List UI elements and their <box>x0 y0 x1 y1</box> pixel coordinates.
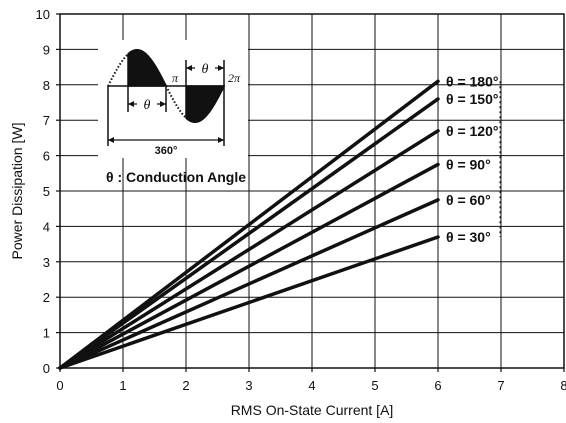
theta-bg <box>195 60 215 76</box>
theta-arrow-head <box>160 101 166 107</box>
series-line <box>58 198 440 370</box>
theta-label: θ <box>144 98 151 113</box>
series-label: θ = 30° <box>446 229 491 245</box>
y-tick-label: 9 <box>43 42 50 57</box>
x-tick-label: 3 <box>245 378 252 393</box>
series-line <box>58 79 440 370</box>
x-tick-label: 2 <box>182 378 189 393</box>
waveform-outline <box>127 48 167 87</box>
series-line <box>58 162 440 370</box>
x-tick-label: 0 <box>56 378 63 393</box>
x-axis-label: RMS On-State Current [A] <box>231 402 394 418</box>
y-tick-label: 7 <box>43 113 50 128</box>
theta-arrow-head <box>128 101 134 107</box>
x-tick-label: 8 <box>560 378 566 393</box>
series-line <box>58 97 440 370</box>
theta-arrow-head <box>218 65 224 71</box>
period-arrow-head <box>218 137 224 143</box>
waveform-inset: θ θ π 2π 360° <box>98 40 248 158</box>
waveform-dotted <box>165 85 187 119</box>
y-tick-label: 3 <box>43 255 50 270</box>
series-lines <box>58 79 440 370</box>
grid <box>60 14 564 368</box>
tick-labels: 0 1 2 3 4 5 6 7 8 0 1 2 3 4 5 6 7 8 9 10 <box>36 7 566 393</box>
y-tick-label: 0 <box>43 361 50 376</box>
y-tick-label: 5 <box>43 184 50 199</box>
y-tick-label: 6 <box>43 149 50 164</box>
series-line <box>58 129 440 370</box>
y-tick-label: 4 <box>43 219 50 234</box>
series-label: θ = 60° <box>446 192 491 208</box>
series-labels: θ = 180° θ = 150° θ = 120° θ = 90° θ = 60° θ … <box>446 73 501 245</box>
waveform-outline <box>185 85 225 124</box>
theta-label: θ <box>202 62 209 77</box>
y-tick-label: 2 <box>43 290 50 305</box>
y-tick-label: 1 <box>43 326 50 341</box>
two-pi-label: 2π <box>228 71 241 85</box>
y-axis-label: Power Dissipation [W] <box>9 123 25 260</box>
x-tick-label: 1 <box>119 378 126 393</box>
x-tick-label: 5 <box>371 378 378 393</box>
theta-bg <box>137 96 157 112</box>
y-tick-label: 8 <box>43 78 50 93</box>
waveform-dotted <box>107 53 129 87</box>
y-tick-label: 10 <box>36 7 50 22</box>
series-label: θ = 180° <box>446 73 498 89</box>
series-label: θ = 150° <box>446 91 498 107</box>
x-tick-label: 7 <box>497 378 504 393</box>
x-tick-label: 4 <box>308 378 315 393</box>
pi-label: π <box>172 71 179 85</box>
series-label: θ = 120° <box>446 123 498 139</box>
conduction-angle-label: θ : Conduction Angle <box>106 169 246 185</box>
series-label: θ = 90° <box>446 156 491 172</box>
period-arrow-head <box>108 137 114 143</box>
theta-arrow-head <box>186 65 192 71</box>
x-tick-label: 6 <box>434 378 441 393</box>
series-line <box>58 235 440 370</box>
degrees-label: 360° <box>155 145 178 157</box>
